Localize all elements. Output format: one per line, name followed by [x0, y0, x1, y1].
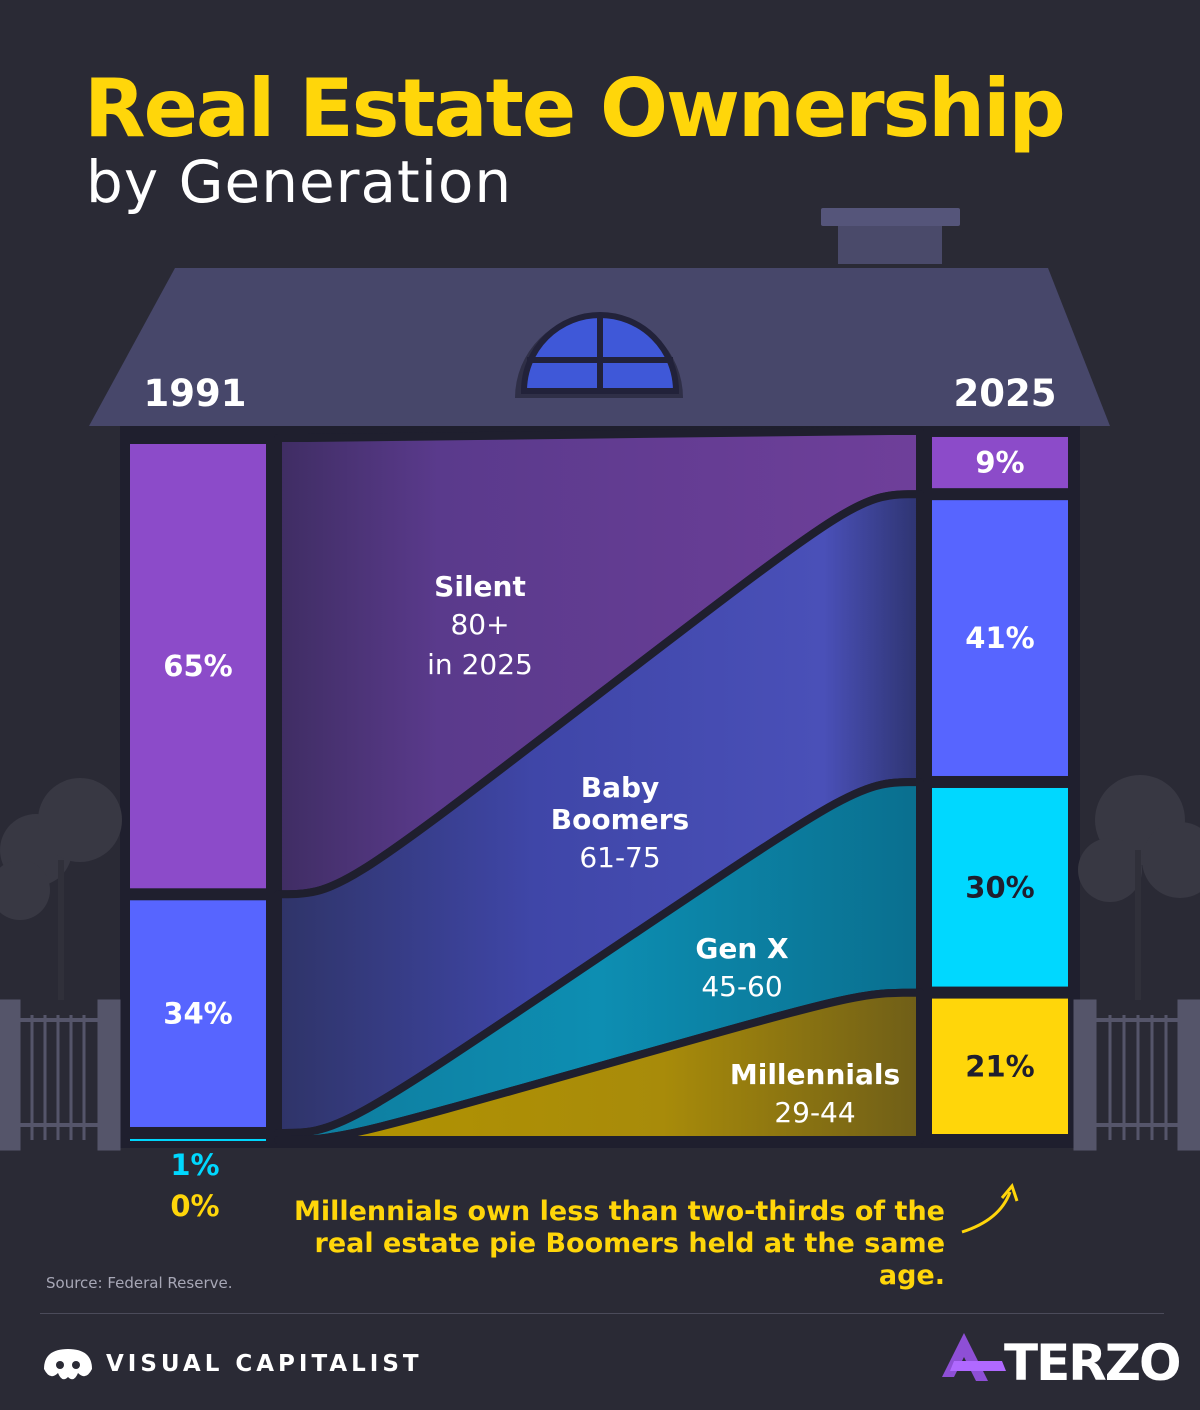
bar-1991-gen-x [130, 1138, 266, 1141]
ownership-chart: 65% 34% 9% 41% 30% 21% Silent 80+ in 2025 BabyBo… [0, 208, 1200, 1234]
series-name-2-0: Gen X [695, 932, 789, 965]
source-note: Source: Federal Reserve. [46, 1274, 233, 1292]
series-age-3: 29-44 [774, 1096, 855, 1129]
chimney-stack [838, 222, 942, 264]
bar-2025-millennials [932, 998, 1068, 1134]
bar-2025-baby-boomers [932, 500, 1068, 776]
year-label-1991: 1991 [143, 372, 247, 415]
annotation-note: Millennials own less than two-thirds of … [293, 1196, 945, 1291]
tree-right-icon [1078, 775, 1200, 1000]
brand-terzo: TERZO [1004, 1334, 1182, 1392]
curved-arrow-icon [961, 1191, 1012, 1234]
label-1991-genx: 1% [170, 1148, 220, 1182]
bar-1991-baby-boomers [130, 900, 266, 1127]
fence-left-icon [0, 999, 121, 1151]
series-age-1: 61-75 [579, 841, 660, 874]
tree-left-icon [0, 778, 122, 1000]
series-age-0: 80+ [450, 608, 509, 641]
footer-divider [40, 1313, 1164, 1314]
value-label-2025-millennials: 21% [965, 1049, 1034, 1083]
value-label-2025-gen-x: 30% [965, 870, 1034, 904]
chart-subtitle: by Generation [86, 148, 513, 216]
series-name-1-1: Boomers [551, 803, 689, 836]
value-label-2025-silent: 9% [975, 446, 1024, 480]
brand-visual-capitalist: VISUAL CAPITALIST [106, 1351, 423, 1377]
value-label-1991-silent: 65% [163, 649, 232, 683]
bar-2025-silent [932, 436, 1068, 489]
value-label-1991-baby-boomers: 34% [163, 997, 232, 1031]
series-name-1-0: Baby [581, 771, 660, 804]
bar-2025-gen-x [932, 787, 1068, 987]
window-icon [515, 312, 683, 398]
year-label-2025: 2025 [953, 372, 1057, 415]
value-label-2025-baby-boomers: 41% [965, 621, 1034, 655]
flow-band-millennials [274, 988, 924, 1145]
chart-title: Real Estate Ownership [84, 62, 1066, 155]
fence-right-icon [1073, 999, 1200, 1151]
series-name-3-0: Millennials [730, 1058, 900, 1091]
arrow-head-icon [1000, 1182, 1019, 1202]
series-age-suffix-0: in 2025 [427, 648, 533, 681]
chimney-cap [821, 208, 960, 226]
bar-1991-silent [130, 444, 266, 889]
terzo-logo-icon [942, 1333, 1006, 1381]
series-age-2: 45-60 [701, 970, 782, 1003]
visual-capitalist-logo-icon [44, 1349, 92, 1380]
label-1991-millennials: 0% [170, 1189, 220, 1223]
series-name-0-0: Silent [434, 570, 526, 603]
